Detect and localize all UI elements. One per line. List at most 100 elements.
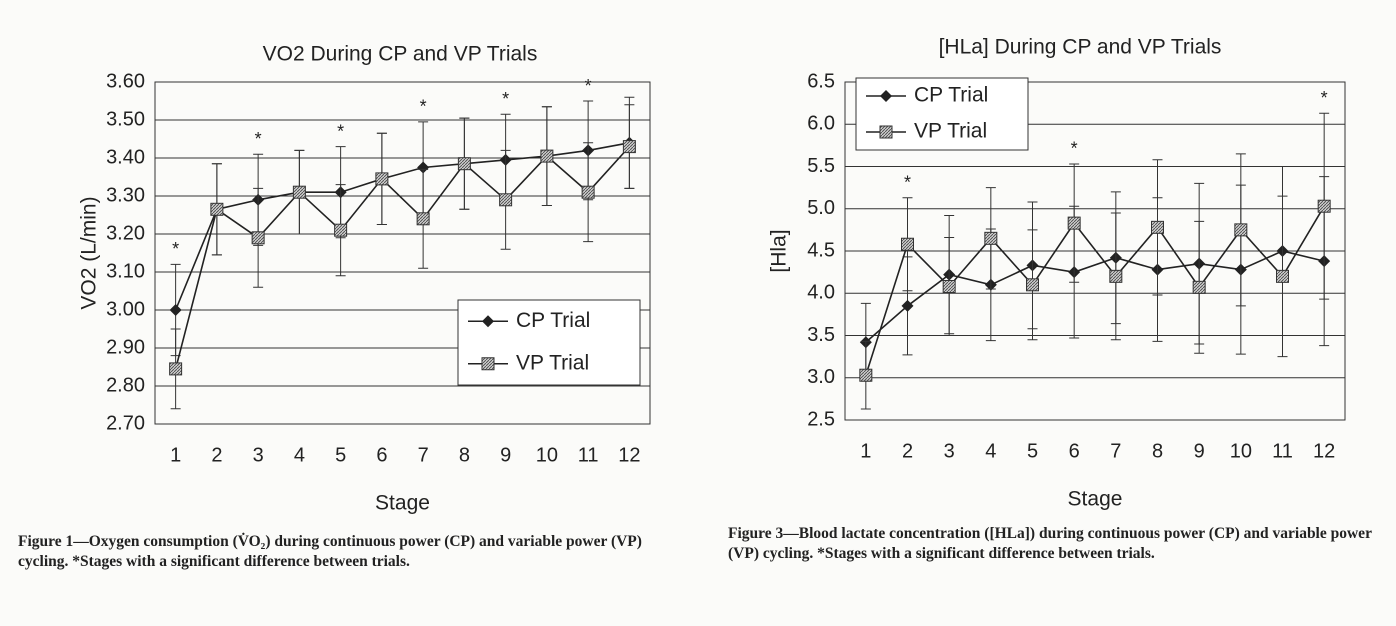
significance-mark: * (337, 121, 344, 141)
legend-marker (879, 125, 893, 139)
caption: Figure 3—Blood lactate concentration ([H… (728, 525, 1372, 562)
data-point (540, 149, 554, 163)
y-tick-label: 5.0 (807, 197, 835, 219)
y-tick-label: 2.70 (106, 412, 145, 434)
x-tick-label: 4 (294, 444, 305, 466)
x-tick-label: 7 (1110, 440, 1121, 462)
x-tick-label: 2 (902, 440, 913, 462)
plot-frame (154, 81, 651, 425)
x-tick-label: 12 (618, 444, 640, 466)
x-tick-label: 2 (211, 444, 222, 466)
plot-frame (844, 81, 1346, 421)
x-tick-label: 8 (1152, 440, 1163, 462)
x-tick-label: 3 (253, 444, 264, 466)
legend-marker (481, 357, 495, 371)
significance-mark: * (1071, 139, 1078, 159)
x-tick-label: 1 (170, 444, 181, 466)
data-point (375, 172, 389, 186)
data-point (1234, 223, 1248, 237)
x-tick-label: 11 (578, 444, 599, 466)
significance-mark: * (904, 173, 911, 193)
legend-marker (880, 90, 892, 102)
data-point (1151, 220, 1164, 234)
x-tick-label: 9 (1194, 440, 1205, 462)
x-tick-label: 6 (1069, 440, 1080, 462)
data-point (901, 299, 914, 312)
y-tick-label: 3.60 (106, 70, 145, 92)
x-tick-label: 12 (1313, 440, 1335, 462)
significance-mark: * (502, 89, 509, 109)
y-tick-label: 2.90 (106, 336, 145, 358)
data-point (1276, 269, 1289, 283)
y-tick-label: 3.50 (106, 108, 145, 130)
data-point (984, 231, 998, 245)
y-tick-label: 6.5 (807, 70, 835, 92)
chart-title: VO2 During CP and VP Trials (263, 43, 538, 66)
y-tick-label: 3.20 (106, 222, 145, 244)
data-point (1109, 269, 1123, 283)
y-tick-label: 3.00 (106, 298, 145, 320)
series-line (865, 205, 1325, 376)
legend-label: VP Trial (914, 120, 987, 143)
y-tick-label: 2.5 (807, 408, 835, 430)
data-point (622, 140, 636, 154)
y-tick-label: 4.0 (807, 282, 835, 304)
data-point (859, 368, 873, 382)
y-tick-label: 3.40 (106, 146, 145, 168)
series-line (174, 142, 630, 311)
significance-mark: * (172, 239, 179, 259)
significance-mark: * (585, 76, 592, 96)
y-tick-label: 4.5 (807, 239, 835, 261)
x-tick-label: 5 (1027, 440, 1038, 462)
x-tick-label: 5 (335, 444, 346, 466)
legend-label: VP Trial (516, 351, 589, 374)
data-point (581, 185, 595, 199)
significance-mark: * (420, 97, 427, 117)
x-tick-label: 11 (1272, 440, 1293, 462)
x-tick-label: 8 (459, 444, 470, 466)
data-point (251, 231, 265, 245)
caption: Figure 1—Oxygen consumption (V̇O₂) durin… (18, 533, 642, 570)
x-tick-label: 10 (1230, 440, 1252, 462)
legend-marker (482, 315, 494, 328)
x-tick-label: 9 (500, 444, 511, 466)
series-line (174, 146, 630, 370)
x-axis-label: Stage (1068, 488, 1123, 511)
data-point (1192, 280, 1206, 294)
y-tick-label: 3.5 (807, 324, 835, 346)
data-point (416, 212, 430, 226)
data-point (1317, 199, 1331, 213)
data-point (1067, 216, 1081, 230)
data-point (942, 279, 956, 293)
data-point (457, 157, 471, 171)
y-tick-label: 2.80 (106, 374, 145, 396)
legend-box (457, 299, 641, 386)
data-point (169, 304, 182, 316)
x-tick-label: 1 (860, 440, 871, 462)
legend-label: CP Trial (516, 309, 590, 332)
y-axis-label: VO2 (L/min) (78, 196, 101, 309)
y-axis-label: [Hla] (768, 229, 791, 272)
significance-mark: * (255, 129, 262, 149)
y-tick-label: 5.5 (807, 155, 835, 177)
data-point (292, 185, 306, 199)
x-tick-label: 6 (376, 444, 387, 466)
legend-label: CP Trial (914, 84, 988, 107)
x-tick-label: 10 (536, 444, 558, 466)
data-point (499, 193, 513, 207)
y-tick-label: 3.0 (807, 366, 835, 388)
y-tick-label: 6.0 (807, 113, 835, 135)
significance-mark: * (1321, 88, 1328, 108)
y-tick-label: 3.30 (106, 184, 145, 206)
x-tick-label: 7 (418, 444, 429, 466)
x-axis-label: Stage (375, 492, 430, 515)
data-point (169, 362, 183, 376)
data-point (210, 202, 224, 216)
series-line (865, 250, 1325, 343)
chart-title: [HLa] During CP and VP Trials (939, 36, 1222, 59)
data-point (901, 237, 914, 251)
data-point (1026, 278, 1039, 292)
data-point (417, 161, 430, 174)
